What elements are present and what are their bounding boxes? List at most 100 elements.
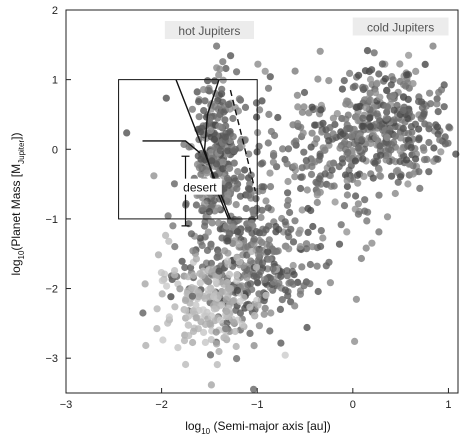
- data-point: [441, 133, 449, 141]
- data-point: [309, 222, 317, 231]
- data-point: [313, 262, 321, 270]
- data-point: [303, 323, 311, 332]
- data-point: [407, 144, 415, 152]
- data-point: [434, 130, 442, 138]
- data-point: [264, 139, 272, 147]
- y-tick-label: 0: [52, 144, 58, 156]
- data-point: [329, 114, 337, 122]
- data-point: [289, 238, 298, 246]
- x-tick-label: 1: [445, 399, 451, 411]
- data-point: [376, 172, 384, 180]
- data-point: [316, 47, 324, 55]
- plot-frame: [65, 9, 459, 394]
- data-point: [374, 112, 382, 120]
- data-point: [260, 276, 269, 284]
- data-point: [359, 114, 367, 122]
- data-point: [215, 252, 224, 260]
- data-point: [326, 279, 334, 287]
- data-point: [224, 198, 233, 206]
- data-point: [276, 305, 284, 313]
- data-point: [383, 103, 392, 111]
- data-point: [267, 309, 275, 317]
- data-point: [383, 86, 391, 94]
- data-point: [266, 242, 274, 250]
- data-point: [233, 68, 241, 76]
- data-point: [246, 180, 254, 188]
- data-point: [225, 100, 233, 108]
- data-point: [314, 287, 322, 296]
- data-point: [204, 228, 212, 236]
- data-point: [269, 158, 277, 166]
- data-point: [363, 217, 371, 225]
- data-point: [351, 157, 359, 165]
- data-point: [157, 269, 165, 277]
- data-point: [154, 251, 163, 259]
- y-axis-title: log10(Planet Mass [MJupiter]): [9, 133, 26, 276]
- data-point: [261, 304, 269, 312]
- data-point: [250, 385, 258, 393]
- desert-label: desert: [183, 181, 217, 195]
- data-point: [287, 225, 295, 233]
- data-point: [255, 229, 264, 237]
- data-point: [376, 93, 384, 101]
- data-point: [371, 159, 379, 167]
- data-point: [336, 132, 344, 140]
- data-point: [192, 314, 200, 322]
- data-point: [266, 73, 274, 81]
- data-point: [352, 295, 360, 303]
- data-point: [272, 228, 280, 236]
- data-point: [415, 136, 423, 144]
- data-point: [200, 107, 208, 115]
- data-point: [343, 177, 351, 185]
- data-point: [297, 184, 305, 193]
- data-point: [187, 230, 195, 238]
- data-point: [246, 329, 254, 337]
- data-point: [249, 207, 257, 215]
- data-point: [368, 66, 376, 74]
- data-point: [207, 259, 215, 267]
- data-point: [440, 81, 448, 89]
- data-point: [192, 201, 200, 209]
- data-point: [429, 42, 437, 50]
- data-point: [230, 318, 238, 326]
- data-point: [170, 180, 179, 188]
- data-point: [290, 139, 298, 147]
- data-point: [188, 105, 196, 113]
- data-point: [181, 296, 190, 305]
- data-point: [223, 307, 231, 316]
- data-point: [260, 310, 268, 318]
- data-point: [346, 69, 354, 77]
- data-point: [434, 155, 442, 163]
- data-point: [359, 83, 367, 91]
- data-point: [257, 160, 265, 168]
- data-point: [244, 174, 253, 182]
- data-point: [308, 162, 316, 171]
- data-point: [281, 242, 289, 250]
- data-point: [200, 328, 208, 336]
- data-point: [257, 213, 265, 222]
- data-point: [230, 159, 238, 167]
- data-point: [437, 148, 445, 156]
- data-point: [344, 111, 352, 119]
- data-point: [255, 290, 263, 298]
- data-point: [264, 248, 272, 256]
- data-point: [256, 236, 264, 245]
- data-point: [426, 89, 434, 97]
- data-point: [372, 134, 380, 142]
- data-point: [189, 247, 197, 255]
- data-point: [366, 114, 374, 122]
- data-point: [329, 130, 337, 138]
- data-point: [291, 67, 299, 75]
- data-point: [215, 71, 223, 79]
- data-point: [299, 129, 307, 137]
- region-label: cold Jupiters: [367, 20, 434, 34]
- data-point: [289, 261, 297, 270]
- data-point: [354, 210, 362, 218]
- desert-box: [118, 79, 258, 220]
- data-point: [348, 132, 356, 140]
- data-point: [420, 146, 428, 154]
- data-point: [351, 82, 359, 90]
- data-point: [436, 136, 444, 144]
- data-point: [222, 222, 230, 230]
- data-point: [248, 219, 256, 227]
